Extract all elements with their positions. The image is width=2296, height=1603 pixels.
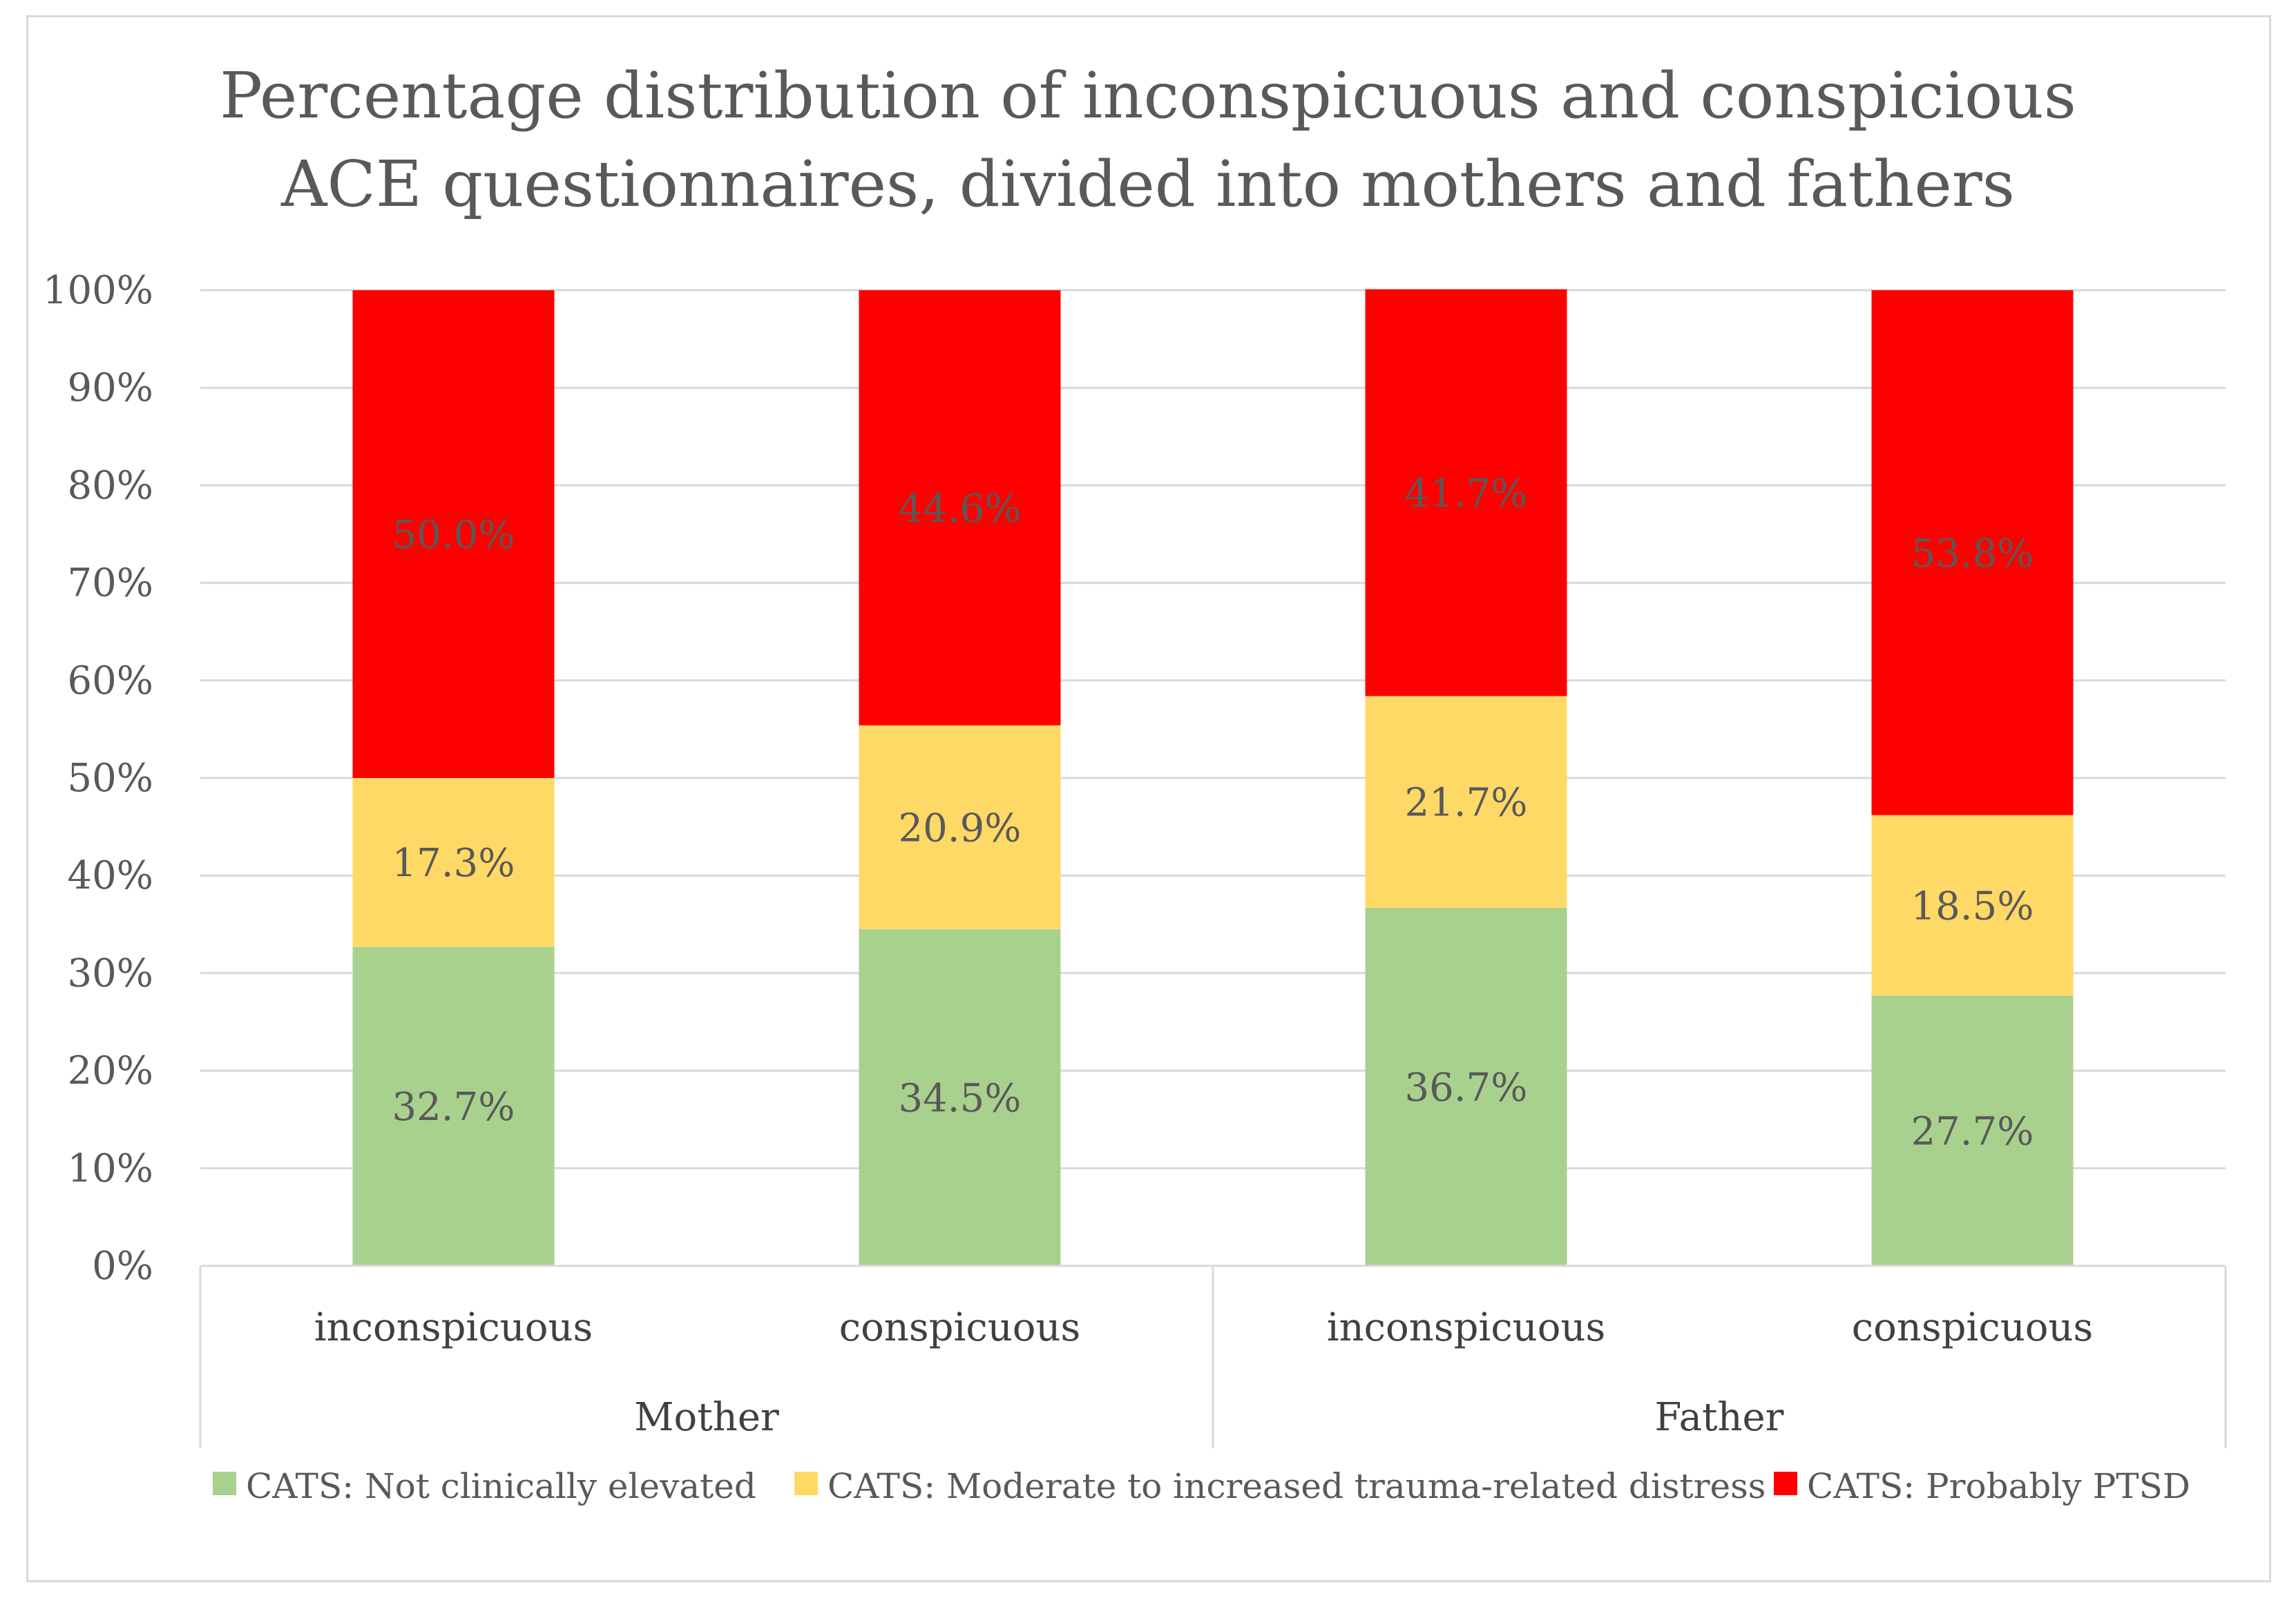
data-label: 50.0% [392,513,515,558]
data-label: 17.3% [392,841,515,886]
bar-segment-1 [859,929,1061,1266]
bar-segment-3 [859,290,1061,725]
bar-segment-2 [352,778,555,947]
legend-swatch [213,1472,236,1495]
y-tick-label: 50% [68,756,153,801]
y-tick-label: 20% [68,1049,153,1094]
chart-title-line-1: Percentage distribution of inconspicuous… [220,59,2076,133]
data-label: 18.5% [1911,884,2034,929]
data-labels: 32.7% 17.3% 50.0% 34.5% 20.9% 44.6% 36.7% 21.7%… [392,471,2034,1154]
x-category-label: inconspicuous [1327,1305,1606,1350]
x-axis: inconspicuous conspicuous Mother inconspicu… [199,1264,2227,1448]
legend-swatch [794,1472,818,1495]
bar-segment-3 [1871,290,2074,815]
y-tick-label: 60% [68,658,153,703]
y-tick-label: 80% [68,463,153,508]
data-label: 41.7% [1405,471,1528,516]
data-label: 44.6% [899,486,1022,531]
x-category-label: conspicuous [839,1305,1081,1350]
data-label: 32.7% [392,1085,515,1130]
chart-title-line-2: ACE questionnaires, divided into mothers… [280,147,2015,221]
bars [352,289,2074,1266]
x-category-label: conspicuous [1852,1305,2094,1350]
data-label: 27.7% [1911,1109,2034,1154]
bar-segment-3 [1365,289,1567,696]
bar-segment-3 [352,290,555,778]
x-category-label: inconspicuous [314,1305,593,1350]
bar-segment-1 [1365,907,1567,1266]
bar-segment-1 [352,947,555,1266]
y-tick-label: 100% [43,268,153,313]
data-label: 53.8% [1911,531,2034,576]
y-axis-ticks: 0% 10% 20% 30% 40% 50% 60% 70% 80% 90% 100% [43,268,153,1289]
data-label: 20.9% [899,806,1022,851]
y-tick-label: 40% [68,853,153,898]
bar-segment-2 [1365,696,1567,908]
legend-label: CATS: Not clinically elevated [246,1466,756,1506]
x-group-label: Mother [634,1395,779,1440]
legend-label: CATS: Moderate to increased trauma-relat… [827,1466,1766,1506]
y-tick-label: 90% [68,366,153,410]
legend-swatch [1774,1472,1797,1495]
x-group-label: Father [1655,1395,1784,1440]
bar-segment-1 [1871,995,2074,1266]
chart-title: Percentage distribution of inconspicuous… [220,59,2076,221]
data-label: 34.5% [899,1076,1022,1121]
y-tick-label: 0% [92,1244,153,1289]
bar-segment-2 [1871,815,2074,996]
legend-label: CATS: Probably PTSD [1807,1466,2190,1506]
data-label: 36.7% [1405,1065,1528,1110]
legend: CATS: Not clinically elevated CATS: Moder… [213,1466,2190,1506]
y-tick-label: 10% [68,1146,153,1191]
bar-segment-2 [859,725,1061,929]
y-tick-label: 70% [68,561,153,606]
data-label: 21.7% [1405,781,1528,826]
y-tick-label: 30% [68,951,153,996]
